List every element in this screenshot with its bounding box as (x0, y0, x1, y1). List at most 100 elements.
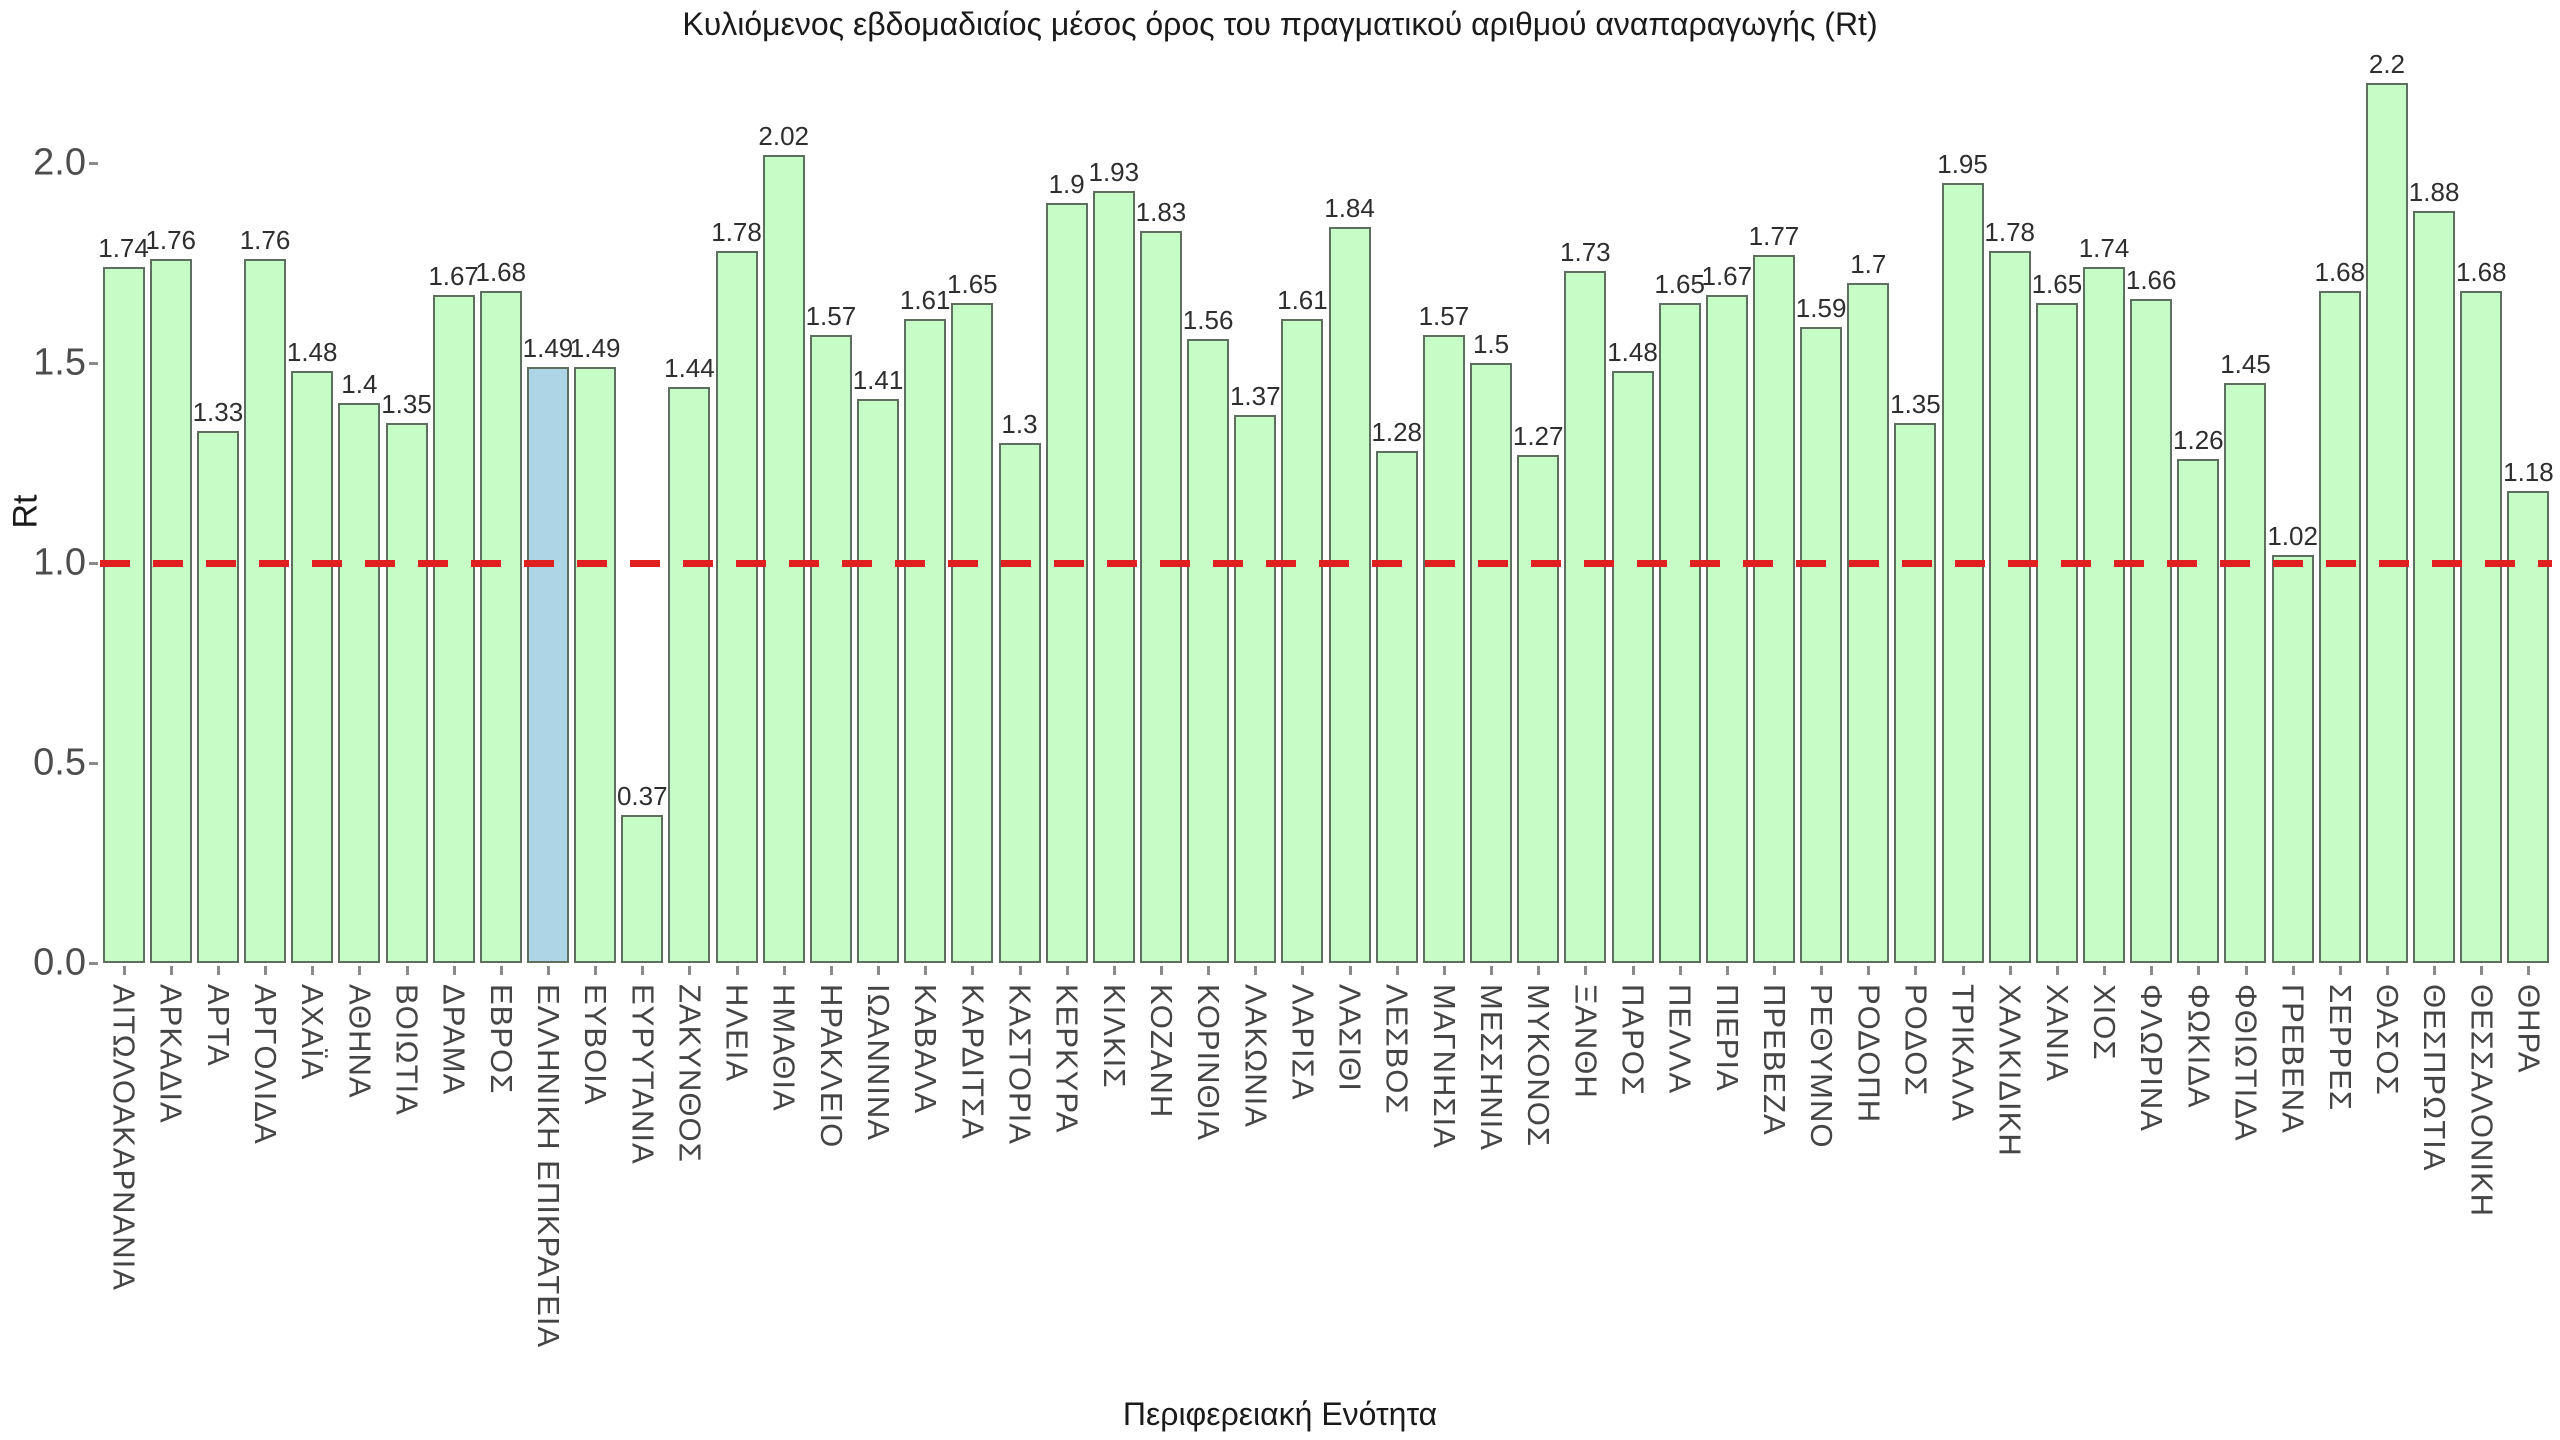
bar-value-label: 1.18 (2503, 457, 2554, 487)
x-tick-mark (1254, 966, 1258, 975)
bar (1046, 203, 1088, 963)
bar (857, 399, 899, 963)
x-tick-mark (1395, 966, 1399, 975)
x-tick-mark (2433, 966, 2437, 975)
bar (1942, 183, 1984, 963)
x-tick-mark (2103, 966, 2107, 975)
x-tick-mark (2150, 966, 2154, 975)
x-tick-mark (1584, 966, 1588, 975)
x-tick-mark (2480, 966, 2484, 975)
bar-highlight (527, 367, 569, 963)
x-tick-mark (405, 966, 409, 975)
x-tick-mark (1961, 966, 1965, 975)
bar-value-label: 1.73 (1560, 237, 1611, 267)
bar (1894, 423, 1936, 963)
x-tick-mark (1159, 966, 1163, 975)
bar-value-label: 1.28 (1371, 417, 1423, 447)
bar-value-label: 1.48 (286, 337, 338, 367)
x-tick-mark (641, 966, 645, 975)
x-category-label: ΔΡΑΜΑ (436, 984, 472, 1096)
x-category-label: ΕΛΛΗΝΙΚΗ ΕΠΙΚΡΑΤΕΙΑ (530, 984, 566, 1349)
bar (150, 259, 192, 963)
bar (1093, 191, 1135, 963)
x-category-label: ΧΑΝΙΑ (2039, 984, 2075, 1083)
bar (951, 303, 993, 963)
x-category-label: ΚΑΡΔΙΤΣΑ (955, 984, 991, 1140)
bar-value-label: 1.78 (711, 217, 762, 247)
chart-title: Κυλιόμενος εβδομαδιαίος μέσος όρος του π… (682, 6, 1878, 42)
x-category-label: ΚΙΛΚΙΣ (1096, 984, 1132, 1089)
bar (1989, 251, 2031, 963)
bar-value-label: 1.35 (381, 389, 432, 419)
bar (999, 443, 1041, 963)
x-tick-mark (358, 966, 362, 975)
x-tick-mark (1537, 966, 1541, 975)
bar (480, 291, 522, 963)
x-category-label: ΜΥΚΟΝΟΣ (1521, 984, 1557, 1147)
bar (197, 431, 239, 963)
x-category-label: ΠΙΕΡΙΑ (1709, 984, 1745, 1092)
bar-value-label: 1.9 (1048, 169, 1085, 199)
bar (2036, 303, 2078, 963)
x-category-label: ΡΕΘΥΜΝΟ (1804, 984, 1840, 1149)
x-tick-mark (216, 966, 220, 975)
bar (1753, 255, 1795, 963)
bar (2460, 291, 2502, 963)
x-axis-title: Περιφερειακή Ενότητα (1122, 1396, 1438, 1432)
bar (904, 319, 946, 963)
bar (291, 371, 333, 963)
x-category-label: ΞΑΝΘΗ (1568, 984, 1604, 1099)
bar-value-label: 0.37 (616, 781, 668, 811)
y-tick-label: 1.5 (33, 341, 86, 384)
x-tick-mark (2197, 966, 2201, 975)
x-tick-mark (452, 966, 456, 975)
bar-value-label: 1.02 (2267, 521, 2318, 551)
bar (2177, 459, 2219, 963)
x-category-label: ΓΡΕΒΕΝΑ (2275, 984, 2311, 1134)
bar-value-label: 1.74 (98, 233, 149, 263)
bar-value-label: 1.56 (1182, 305, 1234, 335)
x-tick-mark (2291, 966, 2295, 975)
bar (2366, 83, 2408, 963)
bar (1140, 231, 1182, 963)
x-category-label: ΖΑΚΥΝΘΟΣ (672, 984, 708, 1163)
bar-value-label: 1.65 (2031, 269, 2083, 299)
bar (1800, 327, 1842, 963)
x-tick-mark (924, 966, 928, 975)
x-category-label: ΘΕΣΣΑΛΟΝΙΚΗ (2464, 984, 2500, 1218)
bar-value-label: 1.68 (475, 257, 527, 287)
y-tick-mark (89, 362, 98, 365)
bar (1329, 227, 1371, 963)
bar-value-label: 1.76 (145, 225, 197, 255)
bar (1706, 295, 1748, 963)
bar (1612, 371, 1654, 963)
bar (810, 335, 852, 963)
bar (1423, 335, 1465, 963)
x-tick-mark (311, 966, 315, 975)
y-tick-mark (89, 762, 98, 765)
x-category-label: ΑΡΚΑΔΙΑ (153, 984, 189, 1124)
x-tick-mark (1112, 966, 1116, 975)
x-category-label: ΠΑΡΟΣ (1615, 984, 1651, 1097)
y-tick-label: 1.0 (33, 541, 86, 584)
bar-value-label: 1.83 (1135, 197, 1187, 227)
bar (1234, 415, 1276, 963)
bar (338, 403, 380, 963)
bar-value-label: 1.26 (2173, 425, 2224, 455)
bar-value-label: 1.49 (522, 333, 574, 363)
x-tick-mark (735, 966, 739, 975)
x-category-label: ΕΥΒΟΙΑ (578, 984, 614, 1106)
bar-value-label: 1.45 (2220, 349, 2271, 379)
x-tick-mark (877, 966, 881, 975)
y-tick-mark (89, 562, 98, 565)
y-tick-mark (89, 162, 98, 165)
x-tick-mark (122, 966, 126, 975)
x-category-label: ΑΙΤΩΛΟΑΚΑΡΝΑΝΙΑ (106, 984, 142, 1291)
x-category-label: ΚΑΣΤΟΡΙΑ (1002, 984, 1038, 1145)
y-tick-label: 0.0 (33, 941, 86, 984)
bar-value-label: 1.65 (947, 269, 998, 299)
x-category-label: ΚΑΒΑΛΑ (908, 984, 944, 1115)
bar-value-label: 1.27 (1512, 421, 1564, 451)
bar (1564, 271, 1606, 963)
